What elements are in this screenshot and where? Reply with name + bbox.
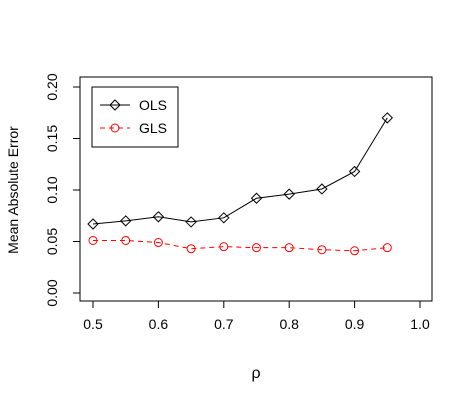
data-point-gls (284, 243, 294, 253)
data-point-ols (218, 212, 230, 224)
y-tick-label: 0.20 (44, 73, 60, 100)
x-tick-label: 0.7 (214, 316, 234, 332)
x-axis: 0.5 0.6 0.7 0.8 0.9 1.0 (83, 300, 430, 332)
data-point-ols (250, 192, 263, 204)
data-point-ols (316, 183, 328, 195)
data-point-gls (88, 235, 98, 245)
series-gls (88, 235, 392, 256)
data-point-gls (121, 235, 131, 245)
y-tick-label: 0.05 (44, 228, 60, 255)
y-tick-label: 0.10 (44, 176, 60, 203)
data-point-gls (382, 243, 392, 253)
data-point-gls (252, 243, 261, 253)
legend-marker (110, 123, 120, 133)
data-point-ols (185, 216, 197, 228)
x-tick-label: 0.8 (279, 316, 299, 332)
y-axis: 0.00 0.05 0.10 0.15 0.20 (44, 73, 81, 307)
y-tick-label: 0.15 (44, 125, 60, 152)
x-tick-label: 0.9 (345, 316, 365, 332)
legend-box (91, 86, 179, 148)
data-point-gls (350, 246, 360, 256)
legend-entry-gls: GLS (100, 120, 167, 136)
data-point-ols (348, 165, 361, 178)
x-tick-label: 0.5 (83, 316, 103, 332)
data-point-gls (186, 244, 196, 254)
x-axis-label: ρ (251, 365, 260, 382)
legend-label: GLS (139, 120, 167, 136)
y-tick-label: 0.00 (44, 279, 60, 306)
data-point-ols (381, 112, 394, 124)
x-tick-label: 0.6 (149, 316, 169, 332)
series-ols (87, 112, 394, 230)
data-point-gls (153, 238, 163, 248)
series-layer (87, 112, 394, 256)
y-axis-label: Mean Absolute Error (5, 126, 21, 254)
data-point-gls (317, 245, 327, 255)
legend-label: OLS (139, 97, 167, 113)
data-point-ols (152, 211, 165, 223)
legend: OLS GLS (91, 86, 179, 148)
data-point-ols (87, 218, 99, 230)
data-point-ols (283, 188, 295, 200)
series-line-gls (93, 239, 388, 252)
legend-entry-ols: OLS (100, 97, 167, 113)
data-point-ols (119, 215, 132, 227)
series-line-ols (92, 117, 388, 225)
legend-marker (109, 99, 121, 111)
data-point-gls (219, 242, 229, 252)
x-tick-label: 1.0 (410, 316, 430, 332)
